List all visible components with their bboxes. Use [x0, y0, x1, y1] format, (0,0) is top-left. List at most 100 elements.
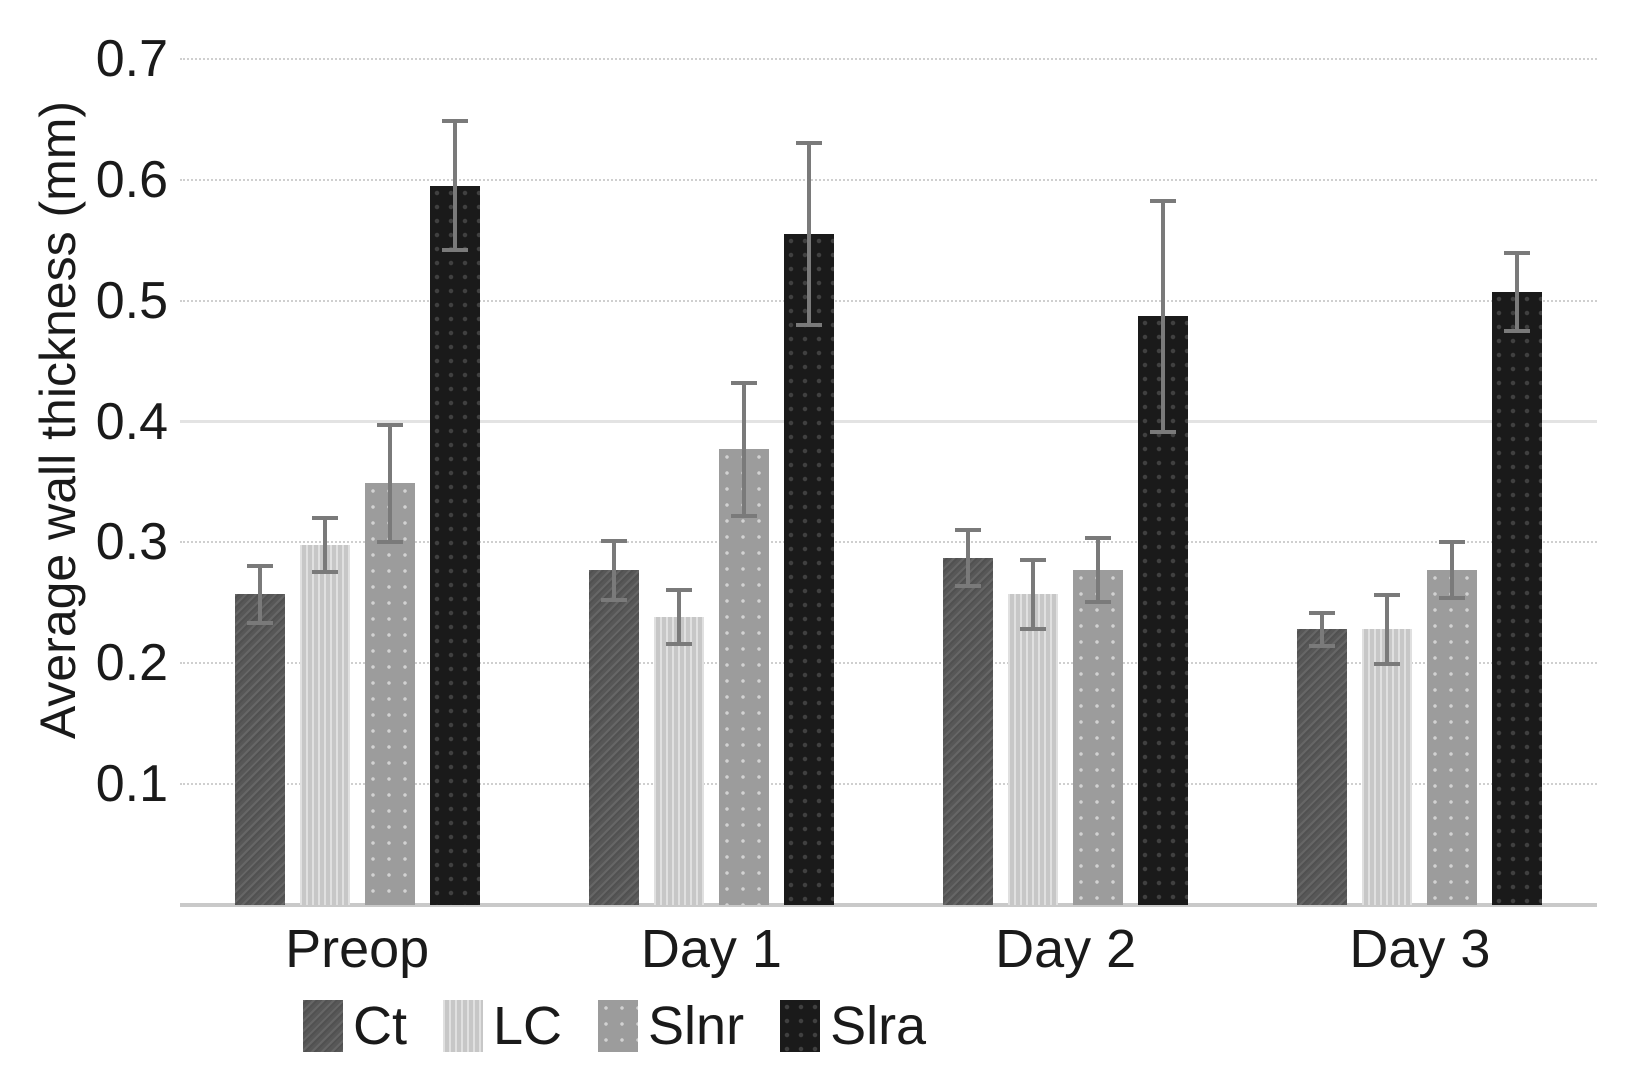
error-bar-cap: [600, 538, 627, 543]
gridline-0.7: [180, 58, 1597, 60]
legend-label-slra: Slra: [830, 996, 927, 1056]
bar-ct-preop: [234, 564, 285, 905]
legend-swatch-lc: [443, 1000, 483, 1052]
error-bar-cap: [1150, 199, 1177, 204]
error-bar-cap: [1150, 429, 1177, 434]
error-bar-cap: [246, 620, 273, 625]
error-bar-cap: [246, 564, 273, 569]
gridline-0.4: [180, 419, 1597, 423]
error-bar-cap: [311, 569, 338, 574]
y-tick-label: 0.6: [95, 150, 168, 209]
error-bar-cap: [955, 584, 982, 589]
error-bar-cap: [1374, 593, 1401, 598]
legend-swatch-slra: [780, 1000, 821, 1052]
legend-label-lc: LC: [493, 996, 563, 1056]
error-bar: [376, 422, 403, 544]
bar-ct-day-2: [943, 527, 994, 905]
error-bar: [1504, 251, 1531, 334]
error-bar: [1085, 536, 1112, 605]
y-tick-label: 0.7: [95, 30, 168, 88]
bar-group-day-2: [889, 59, 1243, 905]
legend-swatch-ct: [303, 1000, 343, 1052]
error-bar: [795, 141, 822, 328]
error-bar-cap: [795, 141, 822, 146]
legend-item-slnr: Slnr: [598, 995, 744, 1057]
error-bar: [1020, 558, 1047, 631]
error-bar-stem: [676, 588, 681, 647]
error-bar-stem: [387, 422, 392, 544]
bar-ct-day-1: [588, 538, 639, 905]
x-label-day-1: Day 1: [640, 919, 782, 979]
x-axis-line: [180, 903, 1597, 907]
bar-lc-day-3: [1362, 593, 1413, 905]
error-bar-cap: [441, 248, 468, 253]
error-bar: [955, 527, 982, 589]
bar-slra-preop: [429, 119, 480, 905]
error-bar-cap: [1439, 540, 1466, 545]
error-bar-cap: [1309, 643, 1336, 648]
error-bar-cap: [441, 119, 468, 124]
legend: Ct LC Slnr Slra: [303, 995, 926, 1057]
error-bar: [1309, 611, 1336, 648]
y-tick-label: 0.5: [95, 271, 168, 330]
x-label-day-2: Day 2: [995, 919, 1137, 979]
error-bar-cap: [311, 515, 338, 520]
error-bar: [1439, 540, 1466, 601]
error-bar-stem: [806, 141, 811, 328]
plot-area: [180, 58, 1597, 907]
error-bar: [441, 119, 468, 253]
bar-slnr-preop: [364, 422, 415, 905]
error-bar: [1150, 199, 1177, 434]
legend-label-ct: Ct: [353, 996, 407, 1056]
bar-slra-day-3: [1492, 251, 1543, 905]
bar-slnr-day-3: [1427, 540, 1478, 905]
error-bar-stem: [452, 119, 457, 253]
error-bar-cap: [1309, 611, 1336, 616]
error-bar-cap: [600, 597, 627, 602]
error-bar: [600, 538, 627, 602]
bar-group-day-1: [534, 59, 888, 905]
gridline-0.3: [180, 541, 1597, 544]
error-bar-cap: [1439, 596, 1466, 601]
legend-item-lc: LC: [443, 995, 562, 1057]
bar-lc-preop: [299, 515, 350, 905]
gridline-0.2: [180, 662, 1597, 665]
error-bar-stem: [257, 564, 262, 625]
x-label-day-3: Day 3: [1349, 919, 1491, 979]
error-bar-stem: [741, 380, 746, 519]
error-bar-stem: [1450, 540, 1455, 601]
error-bar-cap: [1374, 661, 1401, 666]
error-bar: [1374, 593, 1401, 666]
error-bar-stem: [1385, 593, 1390, 666]
error-bar: [311, 515, 338, 574]
error-bar-stem: [1161, 199, 1166, 434]
error-bar-stem: [1320, 611, 1325, 648]
error-bar: [246, 564, 273, 625]
error-bar-cap: [1085, 536, 1112, 541]
x-label-preop: Preop: [285, 919, 430, 979]
legend-label-slnr: Slnr: [648, 996, 745, 1056]
bar-ct-day-3: [1297, 611, 1348, 905]
legend-item-slra: Slra: [780, 995, 926, 1057]
bar-slnr-day-1: [718, 380, 769, 905]
y-tick-labels: 0.1 0.2 0.3 0.4 0.5 0.6 0.7: [0, 30, 170, 905]
gridline-0.1: [180, 783, 1597, 786]
y-tick-label: 0.3: [95, 513, 168, 572]
error-bar-cap: [376, 422, 403, 427]
bar-lc-day-1: [653, 588, 704, 905]
error-bar-cap: [665, 588, 692, 593]
error-bar-cap: [1020, 558, 1047, 563]
bar-slnr-day-2: [1073, 536, 1124, 905]
legend-swatch-slnr: [598, 1000, 639, 1052]
error-bar-cap: [1504, 251, 1531, 256]
error-bar-stem: [1031, 558, 1036, 631]
bar-group-day-3: [1243, 59, 1597, 905]
error-bar: [730, 380, 757, 519]
error-bar-cap: [795, 323, 822, 328]
error-bar-cap: [1020, 626, 1047, 631]
gridline-0.6: [180, 178, 1597, 181]
y-tick-label: 0.1: [95, 755, 168, 814]
error-bar-cap: [730, 380, 757, 385]
error-bar-stem: [966, 527, 971, 589]
y-tick-label: 0.2: [95, 634, 168, 693]
